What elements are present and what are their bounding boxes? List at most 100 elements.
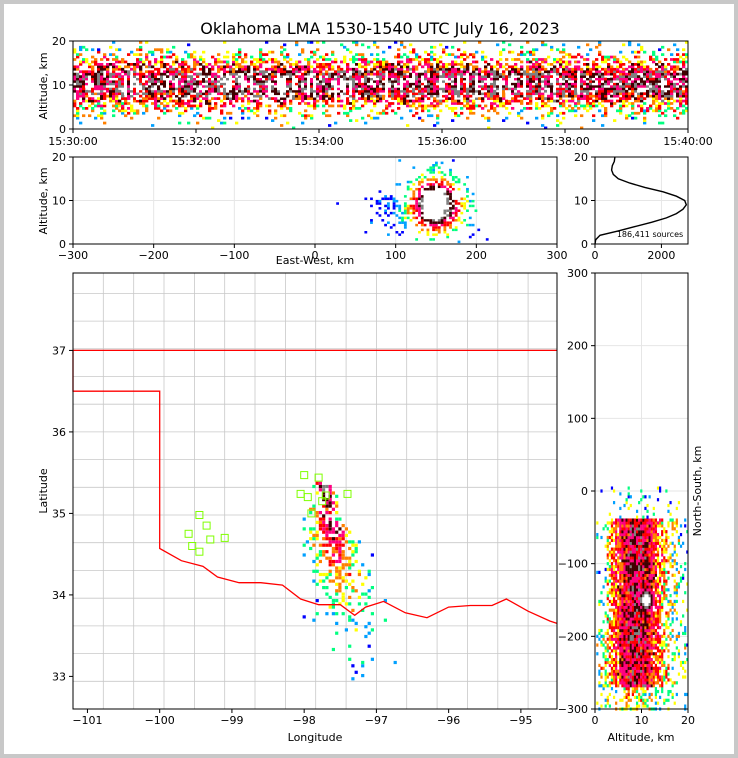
altitude-time-cell — [295, 85, 299, 88]
ew-density-cell — [457, 180, 461, 184]
altitude-time-cell — [562, 89, 566, 93]
altitude-time-cell — [244, 80, 248, 83]
altitude-time-cell — [229, 80, 233, 83]
altitude-time-cell — [535, 116, 539, 120]
ew-density-cell — [392, 204, 396, 208]
ns-density-cell — [623, 591, 626, 595]
altitude-time-cell — [427, 104, 431, 108]
altitude-time-cell — [112, 85, 116, 88]
altitude-time-cell — [166, 70, 170, 74]
altitude-time-cell — [466, 89, 470, 93]
altitude-time-cell — [259, 87, 263, 91]
plan-ytick-label: 37 — [52, 344, 66, 357]
altitude-time-cell — [160, 58, 164, 61]
altitude-time-cell — [313, 92, 317, 96]
altitude-time-cell — [403, 80, 407, 83]
altitude-time-cell — [283, 43, 287, 47]
altitude-time-cell — [364, 60, 368, 64]
plan-density-cell — [322, 494, 326, 498]
altitude-time-cell — [289, 63, 293, 66]
altitude-time-cell — [475, 77, 479, 81]
altitude-time-cell — [556, 75, 560, 78]
ns-density-cell — [606, 643, 609, 647]
altitude-time-cell — [334, 70, 338, 74]
altitude-time-cell — [622, 99, 626, 103]
altitude-time-cell — [616, 92, 620, 96]
ns-density-cell — [617, 617, 620, 621]
ew-density-cell — [398, 209, 402, 212]
ns-density-cell — [617, 591, 620, 595]
altitude-time-cell — [673, 109, 677, 113]
altitude-time-cell — [241, 60, 245, 64]
altitude-time-cell — [166, 48, 170, 52]
altitude-time-cell — [538, 82, 542, 86]
altitude-time-cell — [412, 82, 416, 86]
ns-density-cell — [606, 637, 609, 641]
altitude-time-cell — [229, 111, 233, 115]
altitude-time-cell — [139, 45, 143, 49]
altitude-time-cell — [652, 72, 656, 76]
altitude-time-cell — [577, 60, 581, 64]
altitude-time-cell — [76, 55, 80, 59]
altitude-time-cell — [637, 50, 641, 54]
altitude-time-cell — [229, 102, 233, 105]
altitude-time-cell — [379, 99, 383, 103]
altitude-time-cell — [394, 111, 398, 115]
altitude-time-cell — [556, 72, 560, 76]
altitude-time-cell — [232, 53, 236, 56]
altitude-time-cell — [643, 102, 647, 105]
altitude-time-cell — [610, 80, 614, 83]
ew-density-cell — [437, 228, 441, 232]
altitude-time-cell — [517, 82, 521, 86]
altitude-time-cell — [445, 87, 449, 91]
plan-density-cell — [315, 582, 319, 586]
ns-density-cell — [619, 614, 622, 618]
ew-density-cell — [378, 199, 382, 203]
altitude-time-cell — [403, 77, 407, 81]
plan-density-cell — [312, 569, 316, 573]
altitude-time-cell — [154, 80, 158, 83]
ns-density-cell — [606, 596, 609, 601]
altitude-time-cell — [499, 58, 503, 61]
altitude-time-cell — [115, 72, 119, 76]
ew-density-cell — [437, 183, 441, 186]
altitude-time-cell — [343, 75, 347, 78]
altitude-time-cell — [343, 55, 347, 59]
altitude-time-cell — [631, 104, 635, 108]
altitude-time-cell — [643, 82, 647, 86]
plan-density-cell — [351, 608, 355, 612]
altitude-time-cell — [154, 87, 158, 91]
altitude-time-cell — [232, 89, 236, 93]
altitude-time-cell — [529, 85, 533, 88]
altitude-time-cell — [511, 87, 515, 91]
altitude-time-cell — [421, 77, 425, 81]
altitude-time-cell — [376, 92, 380, 96]
ew-density-cell — [406, 216, 410, 220]
altitude-time-cell — [463, 99, 467, 103]
ew-density-cell — [466, 190, 469, 193]
altitude-time-xtick-label: 15:32:00 — [171, 135, 220, 148]
altitude-time-cell — [370, 109, 374, 113]
altitude-time-cell — [172, 77, 176, 81]
ns-density-cell — [619, 564, 622, 569]
altitude-time-cell — [91, 67, 95, 71]
ns-density-cell — [610, 620, 614, 624]
altitude-time-cell — [526, 97, 530, 100]
altitude-time-cell — [295, 75, 299, 78]
altitude-time-cell — [256, 107, 260, 110]
plan-density-cell — [325, 586, 329, 590]
altitude-time-cell — [643, 60, 647, 64]
altitude-time-cell — [358, 53, 362, 56]
altitude-time-cell — [358, 75, 362, 78]
ew-density-cell — [446, 192, 450, 196]
altitude-time-cell — [382, 77, 386, 81]
plan-density-cell — [322, 498, 326, 502]
plan-density-cell — [351, 677, 355, 681]
altitude-time-cell — [556, 67, 560, 71]
altitude-time-cell — [511, 97, 515, 100]
altitude-time-cell — [73, 72, 77, 76]
altitude-time-cell — [562, 65, 566, 69]
altitude-time-cell — [553, 67, 557, 71]
altitude-time-cell — [655, 58, 659, 61]
altitude-time-cell — [259, 89, 263, 93]
